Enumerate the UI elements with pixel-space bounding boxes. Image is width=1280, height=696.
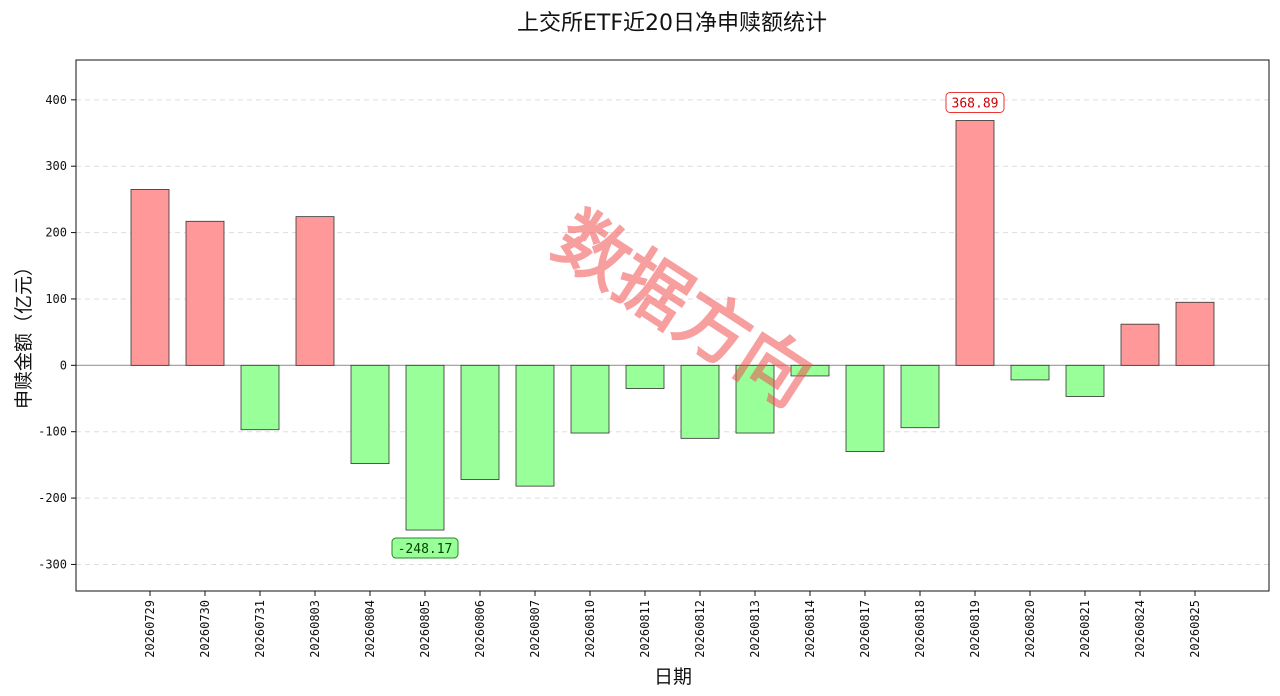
annotation-box	[391, 537, 459, 559]
y-tick-label: 300	[45, 159, 67, 173]
y-axis-ticks: -300 -200 -100 0 100 200 300 400	[38, 93, 76, 571]
bar-20260814	[790, 364, 830, 377]
x-tick-label: 20260729	[143, 600, 157, 658]
plot-frame	[75, 59, 1270, 592]
x-tick-label: 20260803	[308, 600, 322, 658]
x-tick-label: 20260814	[803, 600, 817, 658]
x-tick-label: 20260805	[418, 600, 432, 658]
x-tick-label: 20260817	[858, 600, 872, 658]
annotation-label: 368.89	[952, 96, 999, 111]
bar-20260807	[515, 364, 555, 487]
x-tick-label: 20260730	[198, 600, 212, 658]
y-tick-label: 0	[60, 358, 67, 372]
bar-20260820	[1010, 364, 1050, 381]
x-tick-label: 20260818	[913, 600, 927, 658]
annotation-max: 368.89	[945, 91, 1005, 113]
y-tick-label: -100	[38, 425, 67, 439]
x-tick-label: 20260804	[363, 600, 377, 658]
bar-20260811	[625, 364, 665, 389]
annotations-group: 368.89 -248.17	[391, 91, 1005, 559]
x-tick-label: 20260821	[1078, 600, 1092, 658]
x-tick-label: 20260824	[1133, 600, 1147, 658]
bar-20260731	[240, 364, 280, 431]
x-tick-label: 20260807	[528, 600, 542, 658]
x-tick-label: 20260806	[473, 600, 487, 658]
bar-20260730	[185, 220, 225, 366]
bar-20260821	[1065, 364, 1105, 397]
bar-20260804	[350, 364, 390, 464]
x-tick-label: 20260819	[968, 600, 982, 658]
chart-title: 上交所ETF近20日净申赎额统计	[517, 11, 827, 36]
bar-20260812	[680, 364, 720, 439]
annotation-label: -248.17	[398, 542, 453, 557]
x-tick-label: 20260825	[1188, 600, 1202, 658]
y-tick-label: 400	[45, 93, 67, 107]
y-axis-label: 申赎金额（亿元）	[13, 257, 35, 409]
bar-20260824	[1120, 323, 1160, 366]
annotation-min: -248.17	[391, 537, 459, 559]
bar-20260813	[735, 364, 775, 434]
x-tick-label: 20260811	[638, 600, 652, 658]
bar-20260806	[460, 364, 500, 480]
bar-20260817	[845, 364, 885, 453]
bar-20260810	[570, 364, 610, 434]
bar-20260818	[900, 364, 940, 429]
y-tick-label: -200	[38, 491, 67, 505]
x-tick-label: 20260810	[583, 600, 597, 658]
y-tick-label: -300	[38, 557, 67, 571]
bars-group	[130, 120, 1215, 531]
y-tick-label: 100	[45, 292, 67, 306]
bar-20260729	[130, 189, 170, 366]
x-axis-label: 日期	[654, 666, 692, 688]
bar-20260805	[405, 364, 445, 531]
bar-20260819	[955, 120, 995, 366]
bar-20260803	[295, 216, 335, 366]
annotation-box	[945, 91, 1005, 113]
x-tick-label: 20260812	[693, 600, 707, 658]
x-tick-label: 20260731	[253, 600, 267, 658]
x-axis-ticks: 20260729 20260730 20260731 20260803 20260804…	[143, 591, 1202, 658]
x-tick-label: 20260820	[1023, 600, 1037, 658]
y-tick-label: 200	[45, 226, 67, 240]
bar-20260825	[1175, 301, 1215, 366]
x-tick-label: 20260813	[748, 600, 762, 658]
